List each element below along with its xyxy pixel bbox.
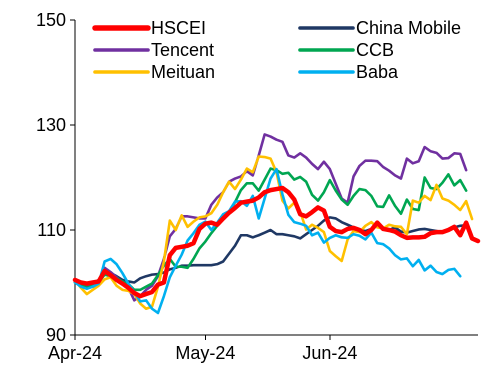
legend: HSCEI China Mobile Tencent CCB Meituan Baba xyxy=(92,18,461,82)
y-tick-label: 130 xyxy=(36,115,66,135)
legend-label-baba: Baba xyxy=(356,62,399,82)
axes: 90 110 130 150 Apr-24 May-24 Jun-24 xyxy=(36,10,478,363)
series-line-baba xyxy=(73,167,462,315)
series-line-china-mobile xyxy=(73,216,468,287)
legend-label-tencent: Tencent xyxy=(151,40,214,60)
series-line-ccb xyxy=(73,167,468,292)
y-tick-label: 90 xyxy=(46,325,66,345)
legend-label-china-mobile: China Mobile xyxy=(356,18,461,38)
x-tick-label: Apr-24 xyxy=(48,343,102,363)
legend-label-hscei: HSCEI xyxy=(151,18,206,38)
x-tick-label: Jun-24 xyxy=(302,343,357,363)
y-tick-label: 150 xyxy=(36,10,66,30)
series-line-meituan xyxy=(73,155,474,311)
y-tick-label: 110 xyxy=(37,220,66,240)
series-line-hscei xyxy=(72,185,481,299)
series-lines xyxy=(72,133,481,315)
legend-label-ccb: CCB xyxy=(356,40,394,60)
legend-label-meituan: Meituan xyxy=(151,62,215,82)
x-tick-label: May-24 xyxy=(175,343,235,363)
